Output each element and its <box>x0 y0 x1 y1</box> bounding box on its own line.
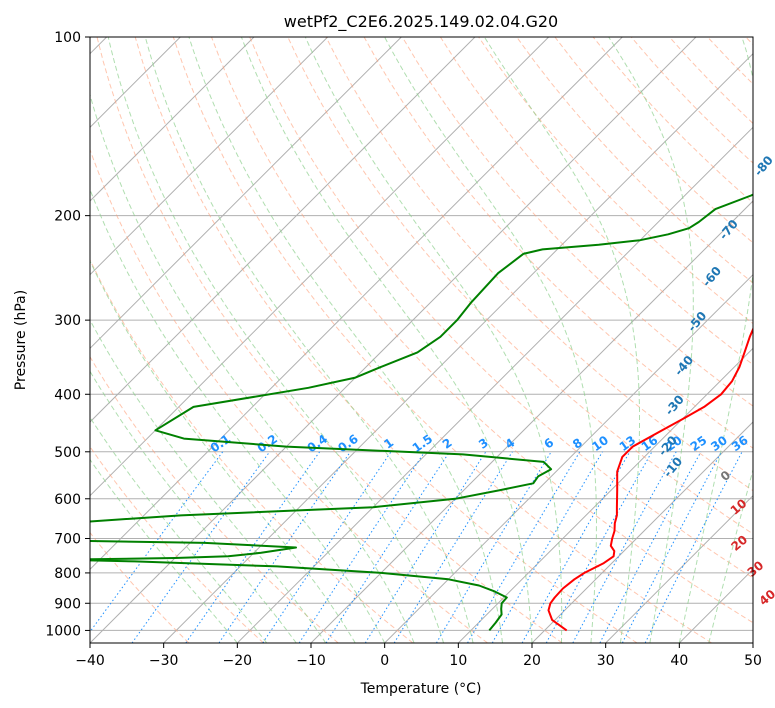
y-tick-label: 500 <box>54 445 81 461</box>
y-tick-label: 700 <box>54 532 81 548</box>
isotherm-line <box>457 347 753 643</box>
y-tick-label: 1000 <box>45 623 81 639</box>
x-tick-label: 0 <box>380 653 389 669</box>
dry-adiabat-line <box>211 37 753 624</box>
y-tick-label: 200 <box>54 209 81 225</box>
mixing-ratio-line <box>298 451 426 643</box>
dry-adiabat-line <box>325 37 753 492</box>
mixing-ratio-line <box>644 451 743 643</box>
x-tick-label: −20 <box>223 653 253 669</box>
x-tick-label: 10 <box>449 653 467 669</box>
dry-adiabat-line <box>96 37 563 643</box>
mixing-ratio-line <box>521 451 631 643</box>
chart-title: wetPf2_C2E6.2025.149.02.04.G20 <box>284 12 558 32</box>
moist-adiabat-line <box>708 467 753 643</box>
isotherm-line <box>90 37 329 276</box>
sounding-profiles <box>90 193 753 632</box>
isotherm-line <box>90 37 550 497</box>
x-tick-label: −30 <box>149 653 179 669</box>
moist-adiabat-line <box>608 37 694 643</box>
isotherm-line <box>90 37 476 423</box>
dry-adiabat-line <box>90 148 488 643</box>
y-tick-label: 900 <box>54 596 81 612</box>
mixing-ratio-line <box>262 451 392 643</box>
plot-frame <box>89 36 754 644</box>
moist-adiabat-line <box>240 37 533 643</box>
dewpoint-profile-line <box>90 193 753 632</box>
isotherm-line <box>163 52 753 643</box>
moist-adiabat-line <box>107 37 445 643</box>
y-axis-ticks: 100 200 300 400 500 600 700 800 900 1000 <box>45 30 90 639</box>
x-axis-ticks: −40 −30 −20 −10 0 10 20 30 40 50 <box>75 643 762 669</box>
moist-adiabat-line <box>678 37 753 643</box>
mixing-ratio-line <box>90 451 224 633</box>
x-tick-label: 40 <box>670 653 688 669</box>
mixing-ratio-line <box>364 451 487 643</box>
x-tick-label: −40 <box>75 653 105 669</box>
mixing-ratio-line <box>545 451 653 643</box>
moist-adiabat-line <box>188 37 503 643</box>
moist-adiabat-line <box>304 37 563 643</box>
y-tick-label: 400 <box>54 387 81 403</box>
mixing-ratio-line <box>131 451 271 643</box>
dry-adiabat-line <box>134 37 638 643</box>
y-axis-label: Pressure (hPa) <box>13 290 29 390</box>
y-tick-label: 100 <box>54 30 81 46</box>
mixing-ratio-line <box>599 451 702 643</box>
y-tick-label: 300 <box>54 313 81 329</box>
temperature-profile-line <box>547 326 753 632</box>
plot-background <box>90 37 753 643</box>
dry-adiabat-line <box>90 531 190 643</box>
moist-adiabat-line <box>90 458 238 643</box>
dry-adiabat-line <box>172 37 712 643</box>
dry-adiabat-line <box>516 37 753 284</box>
dry-adiabat-line <box>401 37 753 407</box>
moist-adiabat-line <box>483 37 640 643</box>
background-lines <box>90 37 753 643</box>
x-tick-label: −10 <box>296 653 326 669</box>
moist-adiabat-line <box>90 188 386 643</box>
moist-adiabat-line <box>90 259 356 643</box>
moist-adiabat-line <box>144 37 474 643</box>
y-tick-label: 600 <box>54 492 81 508</box>
x-tick-label: 20 <box>523 653 541 669</box>
x-tick-label: 50 <box>744 653 762 669</box>
moist-adiabat-line <box>90 416 268 643</box>
isotherm-line <box>90 37 255 202</box>
isotherm-line <box>90 37 402 350</box>
x-axis-label: Temperature (°C) <box>360 681 482 697</box>
dry-adiabat-line <box>249 37 753 579</box>
dry-adiabat-line <box>439 37 753 366</box>
mixing-ratio-line <box>435 451 552 643</box>
moist-adiabat-line <box>384 37 597 643</box>
mixing-ratio-line <box>325 451 451 643</box>
moist-adiabat-line <box>90 319 327 643</box>
isotherm-line <box>531 421 753 643</box>
isotherm-line <box>605 494 753 643</box>
x-tick-label: 30 <box>597 653 615 669</box>
dry-adiabat-line <box>90 258 414 643</box>
mixing-ratio-line <box>572 451 677 643</box>
y-tick-label: 800 <box>54 566 81 582</box>
mixing-ratio-line <box>218 451 351 643</box>
dry-adiabat-line <box>90 355 339 643</box>
mixing-ratio-line <box>185 451 321 643</box>
isotherm-line <box>384 273 753 643</box>
isotherm-line <box>236 126 753 643</box>
dry-adiabat-line <box>90 445 264 643</box>
